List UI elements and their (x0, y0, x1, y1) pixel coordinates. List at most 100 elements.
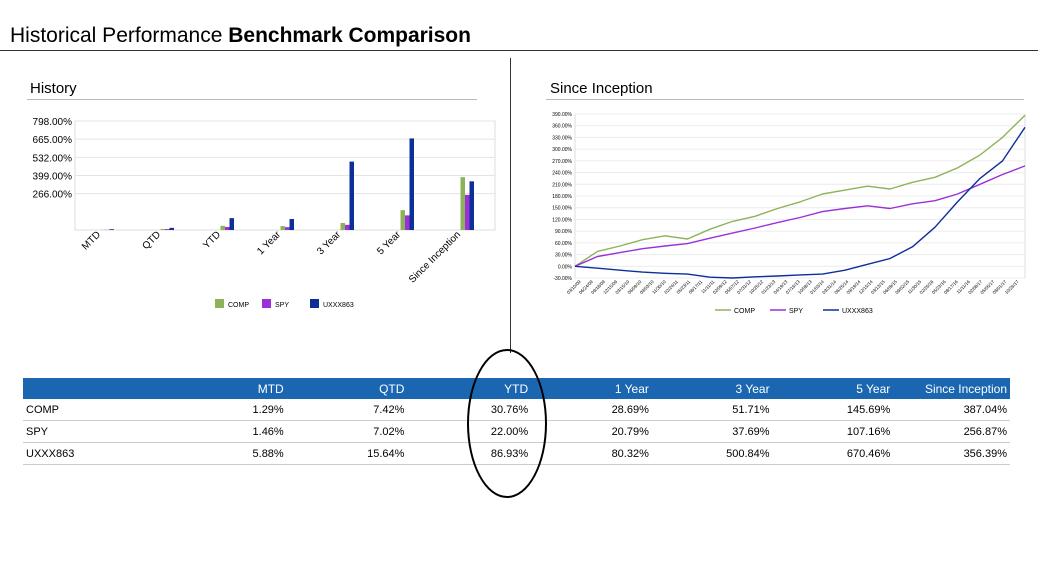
history-y-tick-label: 532.00% (33, 153, 73, 164)
inception-y-tick-label: 90.00% (555, 229, 573, 235)
history-bar-uxxx863 (469, 181, 474, 230)
history-y-tick-label: 266.00% (33, 190, 73, 201)
history-title-rule (27, 99, 477, 100)
table-cell: 7.42% (286, 399, 408, 421)
table-cell: 28.69% (531, 399, 652, 421)
inception-y-tick-label: 0.00% (558, 264, 573, 270)
history-bar-comp (340, 222, 345, 230)
history-bar-spy (345, 224, 350, 230)
inception-line-comp (574, 114, 1026, 267)
history-bar-spy (225, 226, 230, 230)
inception-y-tick-label: 210.00% (552, 182, 572, 188)
history-legend-swatch (215, 299, 224, 308)
table-row-label: COMP (23, 399, 119, 421)
history-legend-label: SPY (275, 302, 289, 309)
history-bar-spy (405, 215, 410, 230)
history-x-tick-label: YTD (201, 229, 223, 251)
table-row-label: SPY (23, 420, 119, 443)
page-title-light: Historical Performance (10, 24, 229, 47)
inception-chart: 390.00% 360.00% 330.00% 300.00% 270.00% 240.0… (552, 112, 1026, 315)
history-x-tick-label: 5 Year (375, 229, 403, 257)
inception-y-tick-label: 300.00% (552, 147, 572, 153)
table-cell: 20.79% (531, 420, 652, 443)
ytd-highlight-ellipse (467, 349, 547, 498)
inception-legend-label: SPY (789, 308, 803, 315)
table-cell: 1.29% (118, 399, 287, 421)
history-x-tick-label: 3 Year (315, 229, 343, 257)
table-cell: 670.46% (772, 442, 894, 465)
history-x-tick-label: Since Inception (407, 229, 463, 285)
title-divider (0, 50, 1038, 51)
table-header-cell: 5 Year (772, 378, 894, 399)
table-cell: 356.39% (893, 442, 1010, 465)
inception-y-tick-label: 390.00% (552, 112, 572, 118)
inception-y-tick-label: 150.00% (552, 206, 572, 212)
history-y-tick-label: 798.00% (33, 117, 73, 128)
inception-y-tick-label: 240.00% (552, 171, 572, 177)
inception-y-tick-label: 60.00% (555, 241, 573, 247)
history-bar-uxxx863 (109, 229, 114, 230)
table-cell: 145.69% (772, 399, 894, 421)
inception-y-tick-label: 180.00% (552, 194, 572, 200)
table-row-label: UXXX863 (23, 442, 119, 465)
history-bar-uxxx863 (289, 219, 294, 230)
table-cell: 500.84% (651, 442, 773, 465)
inception-y-tick-label: 360.00% (552, 124, 572, 130)
history-y-tick-label: 665.00% (33, 135, 73, 146)
history-bar-uxxx863 (349, 161, 354, 230)
history-bar-comp (160, 228, 165, 230)
table-cell: 107.16% (772, 420, 894, 443)
inception-y-tick-label: 270.00% (552, 159, 572, 165)
page-title-bold: Benchmark Comparison (228, 24, 471, 47)
history-x-tick-label: QTD (140, 229, 163, 252)
history-section-title: History (30, 80, 77, 97)
history-legend-label: COMP (228, 302, 249, 309)
table-header-cell: 3 Year (651, 378, 773, 399)
history-bar-uxxx863 (409, 138, 414, 230)
history-x-tick-label: 1 Year (255, 229, 283, 257)
inception-legend-label: COMP (734, 308, 755, 315)
inception-x-tick-label: 10/26/17 (1004, 279, 1020, 295)
inception-y-tick-label: 30.00% (555, 253, 573, 259)
table-header-cell: QTD (286, 378, 408, 399)
inception-legend-label: UXXX863 (842, 308, 873, 315)
table-cell: 15.64% (286, 442, 408, 465)
page-title: Historical Performance Benchmark Compari… (10, 24, 471, 48)
history-bar-comp (400, 210, 405, 230)
table-row: UXXX863 5.88% 15.64% 86.93% 80.32% 500.8… (23, 442, 1010, 465)
history-chart: 798.00% 665.00% 532.00% 399.00% 266.00% MTD QT… (33, 117, 496, 309)
table-cell: 387.04% (893, 399, 1010, 421)
table-cell: 51.71% (651, 399, 773, 421)
history-bar-spy (165, 229, 170, 230)
history-legend-swatch (310, 299, 319, 308)
history-bar-spy (285, 227, 290, 230)
table-cell: 1.46% (118, 420, 287, 443)
history-legend-label: UXXX863 (323, 302, 354, 309)
table-header-cell: 1 Year (531, 378, 652, 399)
history-x-tick-label: MTD (80, 229, 103, 252)
inception-title-rule (546, 99, 1024, 100)
history-legend-swatch (262, 299, 271, 308)
inception-line-spy (574, 165, 1026, 267)
table-row: SPY 1.46% 7.02% 22.00% 20.79% 37.69% 107… (23, 420, 1010, 443)
table-cell: 80.32% (531, 442, 652, 465)
inception-y-tick-label: 330.00% (552, 135, 572, 141)
history-bar-comp (280, 226, 285, 230)
history-bar-comp (460, 177, 465, 230)
inception-section-title: Since Inception (550, 80, 653, 97)
table-cell: 37.69% (651, 420, 773, 443)
table-cell: 7.02% (286, 420, 408, 443)
history-bar-spy (465, 194, 470, 230)
history-bar-comp (220, 225, 225, 230)
inception-y-tick-label: 120.00% (552, 217, 572, 223)
table-cell: 5.88% (118, 442, 287, 465)
history-bar-uxxx863 (169, 227, 174, 230)
section-divider (510, 58, 511, 353)
table-header-cell (23, 378, 119, 399)
inception-line-uxxx863 (574, 126, 1026, 279)
table-header-cell: MTD (118, 378, 287, 399)
inception-y-tick-label: -30.00% (553, 276, 572, 282)
table-header-cell: Since Inception (893, 378, 1010, 399)
table-cell: 256.87% (893, 420, 1010, 443)
history-bar-uxxx863 (229, 218, 234, 230)
